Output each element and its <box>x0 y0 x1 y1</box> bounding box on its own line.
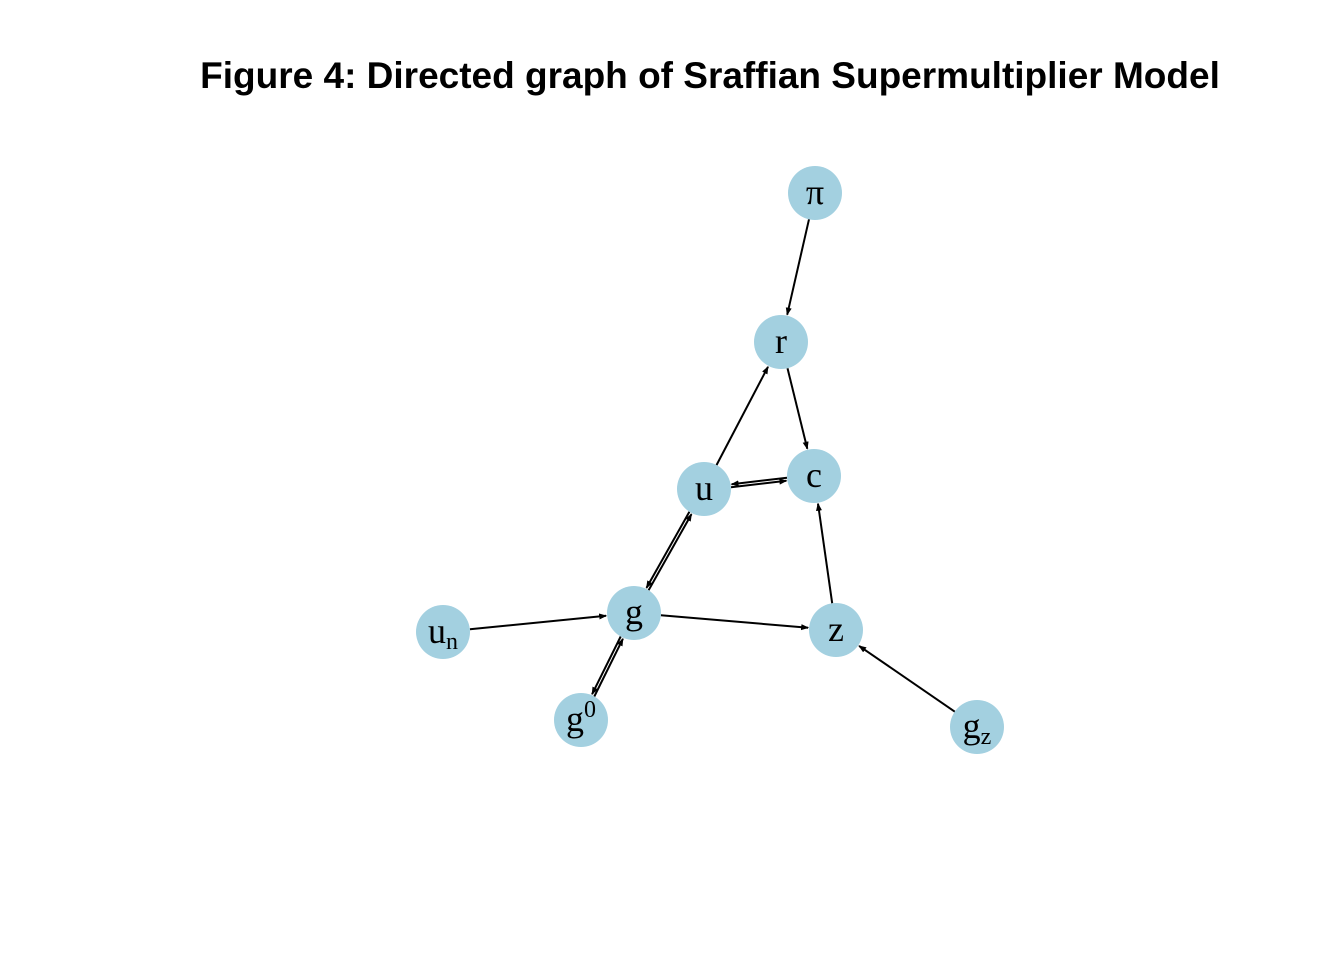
node-circle-pi <box>788 166 842 220</box>
node-label-main-r: r <box>775 321 787 361</box>
node-label-g0: g0 <box>566 697 596 739</box>
edge-c-to-u <box>730 476 788 487</box>
node-label-gz: gz <box>963 706 992 750</box>
edge-un-to-g <box>469 613 608 631</box>
node-label-main-pi: π <box>806 172 824 212</box>
node-c: c <box>787 449 841 503</box>
node-label-main-gz: g <box>963 706 981 746</box>
edge-z-to-c <box>816 502 834 604</box>
node-label-main-u: u <box>695 468 713 508</box>
node-label-r: r <box>775 321 787 361</box>
edges-layer <box>469 219 956 713</box>
edge-g0-to-g <box>593 637 624 697</box>
edge-r-to-c <box>786 367 809 450</box>
edge-u-to-g <box>645 511 691 589</box>
node-r: r <box>754 315 808 369</box>
node-subscript-un: n <box>446 629 458 655</box>
node-circle-gz <box>950 700 1004 754</box>
node-label-main-g: g <box>625 592 643 632</box>
edge-g-to-u <box>647 513 693 591</box>
node-label-main-un: u <box>428 611 446 651</box>
edge-g-to-g0 <box>591 636 622 696</box>
node-label-main-c: c <box>806 455 822 495</box>
node-label-un: un <box>428 611 458 655</box>
node-z: z <box>809 603 863 657</box>
edge-g-to-z <box>660 614 810 631</box>
node-circle-u <box>677 462 731 516</box>
edge-pi-to-r <box>785 219 810 316</box>
node-label-pi: π <box>806 172 824 212</box>
node-label-z: z <box>828 609 844 649</box>
node-pi: π <box>788 166 842 220</box>
node-circle-g0 <box>554 693 608 747</box>
edge-gz-to-z <box>858 645 956 713</box>
node-g: g <box>607 586 661 640</box>
node-un: un <box>416 605 470 659</box>
node-circle-g <box>607 586 661 640</box>
node-g0: g0 <box>554 693 608 747</box>
node-label-main-g0: g <box>566 699 584 739</box>
node-label-g: g <box>625 592 643 632</box>
node-circle-z <box>809 603 863 657</box>
node-superscript-g0: 0 <box>584 697 596 723</box>
node-u: u <box>677 462 731 516</box>
node-subscript-gz: z <box>981 724 992 750</box>
node-circle-un <box>416 605 470 659</box>
edge-u-to-r <box>715 365 769 466</box>
node-circle-c <box>787 449 841 503</box>
node-label-u: u <box>695 468 713 508</box>
figure-title: Figure 4: Directed graph of Sraffian Sup… <box>200 55 1220 96</box>
node-gz: gz <box>950 700 1004 754</box>
edge-u-to-c <box>730 478 788 489</box>
node-label-c: c <box>806 455 822 495</box>
node-label-main-z: z <box>828 609 844 649</box>
node-circle-r <box>754 315 808 369</box>
